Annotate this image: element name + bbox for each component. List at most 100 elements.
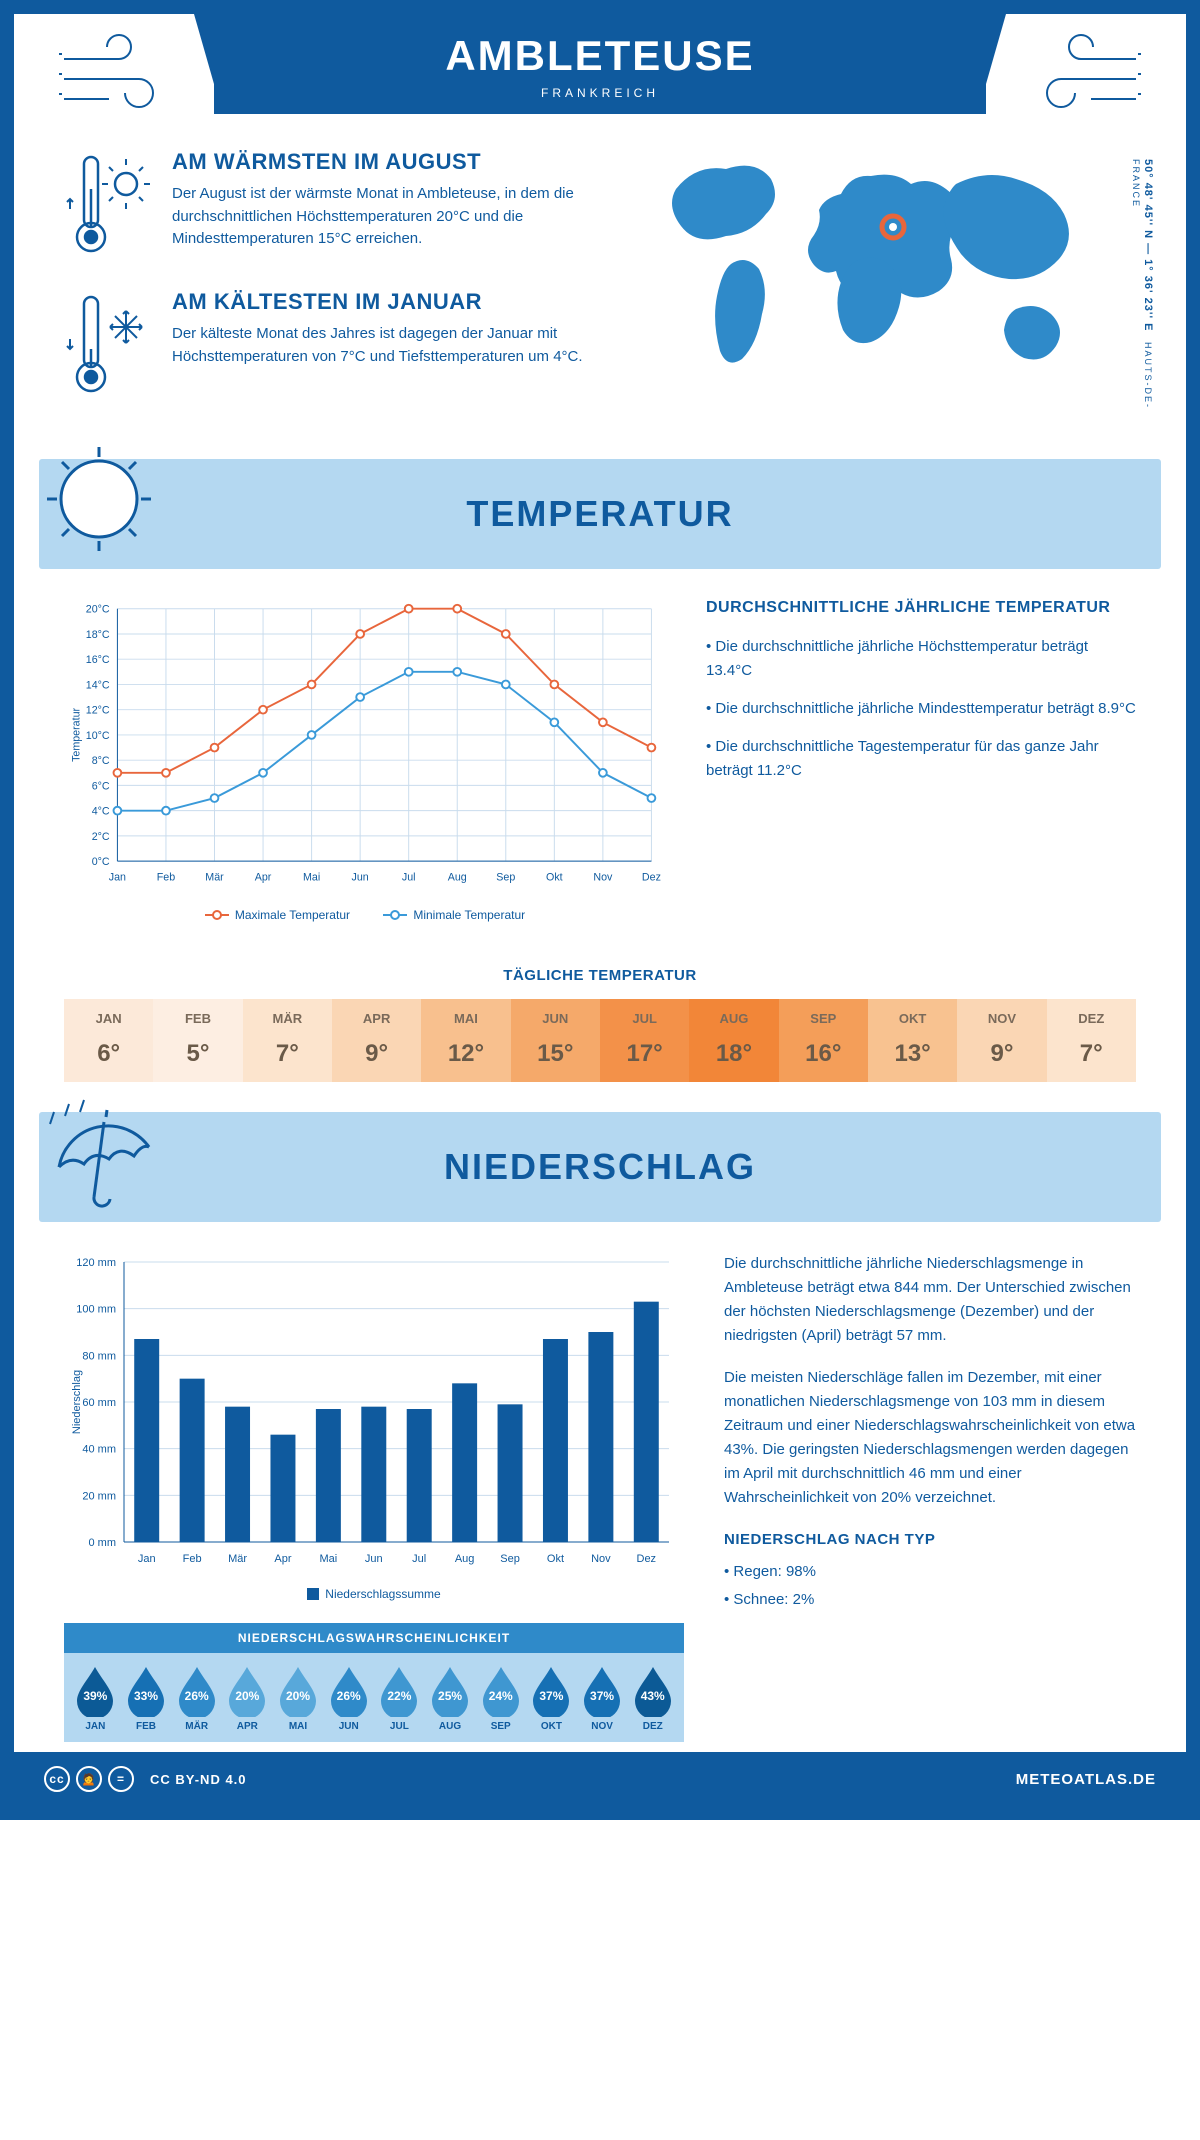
- temperature-line-chart: 0°C2°C4°C6°C8°C10°C12°C14°C16°C18°C20°CJ…: [64, 599, 666, 922]
- svg-text:0 mm: 0 mm: [89, 1537, 117, 1549]
- daily-temp-heading: TÄGLICHE TEMPERATUR: [14, 967, 1186, 984]
- svg-text:40 mm: 40 mm: [82, 1444, 116, 1456]
- fact-warm-text: Der August ist der wärmste Monat in Ambl…: [172, 183, 606, 251]
- page-title: AMBLETEUSE: [234, 32, 966, 80]
- probability-cell: 20% APR: [222, 1665, 273, 1732]
- probability-cell: 26% JUN: [323, 1665, 374, 1732]
- raindrop-icon: 39%: [73, 1665, 117, 1717]
- precip-para: Die meisten Niederschläge fallen im Deze…: [724, 1366, 1136, 1510]
- svg-text:Jun: Jun: [352, 872, 369, 884]
- footer: cc 🙍 = CC BY-ND 4.0 METEOATLAS.DE: [14, 1752, 1186, 1806]
- fact-cold-title: AM KÄLTESTEN IM JANUAR: [172, 289, 606, 315]
- daily-temp-cell: SEP16°: [779, 999, 868, 1082]
- svg-text:2°C: 2°C: [92, 831, 110, 843]
- raindrop-icon: 24%: [479, 1665, 523, 1717]
- daily-temp-cell: APR9°: [332, 999, 421, 1082]
- sun-icon: [34, 439, 164, 569]
- svg-text:Mai: Mai: [320, 1553, 338, 1565]
- section-title-temperature: TEMPERATUR: [169, 493, 1031, 535]
- svg-text:Mär: Mär: [205, 872, 224, 884]
- daily-temp-cell: JUN15°: [511, 999, 600, 1082]
- section-banner-precip: NIEDERSCHLAG: [39, 1112, 1161, 1222]
- svg-text:10°C: 10°C: [86, 730, 110, 742]
- fact-warm-title: AM WÄRMSTEN IM AUGUST: [172, 149, 606, 175]
- svg-text:Aug: Aug: [448, 872, 467, 884]
- probability-cell: 22% JUL: [374, 1665, 425, 1732]
- daily-temp-cell: OKT13°: [868, 999, 957, 1082]
- world-map: 50° 48' 45'' N — 1° 36' 23'' E HAUTS-DE-…: [636, 149, 1136, 429]
- cc-icon: cc: [44, 1766, 70, 1792]
- svg-text:18°C: 18°C: [86, 629, 110, 641]
- raindrop-icon: 20%: [225, 1665, 269, 1717]
- page-frame: AMBLETEUSE FRANKREICH AM WÄRMS: [0, 0, 1200, 1820]
- svg-text:Jan: Jan: [138, 1553, 156, 1565]
- by-icon: 🙍: [76, 1766, 102, 1792]
- precip-para: Die durchschnittliche jährliche Niedersc…: [724, 1252, 1136, 1348]
- world-map-svg: [636, 149, 1096, 379]
- svg-text:80 mm: 80 mm: [82, 1351, 116, 1363]
- annual-temp-bullet: • Die durchschnittliche Tagestemperatur …: [706, 735, 1136, 783]
- svg-text:120 mm: 120 mm: [76, 1257, 116, 1269]
- daily-temp-cell: NOV9°: [957, 999, 1046, 1082]
- daily-temp-cell: MÄR7°: [243, 999, 332, 1082]
- probability-cell: 37% NOV: [577, 1665, 628, 1732]
- svg-text:Mär: Mär: [228, 1553, 247, 1565]
- svg-text:20 mm: 20 mm: [82, 1491, 116, 1503]
- svg-text:Temperatur: Temperatur: [71, 708, 83, 762]
- svg-text:8°C: 8°C: [92, 755, 110, 767]
- coords-text: 50° 48' 45'' N — 1° 36' 23'' E: [1142, 159, 1154, 332]
- probability-cell: 26% MÄR: [171, 1665, 222, 1732]
- raindrop-icon: 20%: [276, 1665, 320, 1717]
- svg-text:Apr: Apr: [274, 1553, 291, 1565]
- intro-row: AM WÄRMSTEN IM AUGUST Der August ist der…: [14, 119, 1186, 449]
- probability-cell: 20% MAI: [273, 1665, 324, 1732]
- svg-text:Apr: Apr: [255, 872, 272, 884]
- daily-temp-cell: DEZ7°: [1047, 999, 1136, 1082]
- thermometer-sun-icon: [64, 149, 154, 264]
- svg-text:Jan: Jan: [109, 872, 126, 884]
- svg-text:Niederschlag: Niederschlag: [71, 1370, 83, 1434]
- page-subtitle: FRANKREICH: [234, 86, 966, 100]
- raindrop-icon: 22%: [377, 1665, 421, 1717]
- svg-text:Dez: Dez: [642, 872, 661, 884]
- fact-warmest: AM WÄRMSTEN IM AUGUST Der August ist der…: [64, 149, 606, 264]
- section-title-precip: NIEDERSCHLAG: [169, 1146, 1031, 1188]
- svg-text:Jul: Jul: [402, 872, 416, 884]
- svg-text:Feb: Feb: [157, 872, 175, 884]
- svg-text:14°C: 14°C: [86, 679, 110, 691]
- probability-cell: 37% OKT: [526, 1665, 577, 1732]
- svg-text:Feb: Feb: [183, 1553, 202, 1565]
- svg-text:Sep: Sep: [496, 872, 515, 884]
- probability-cell: 24% SEP: [475, 1665, 526, 1732]
- raindrop-icon: 37%: [529, 1665, 573, 1717]
- fact-coldest: AM KÄLTESTEN IM JANUAR Der kälteste Mona…: [64, 289, 606, 404]
- svg-text:0°C: 0°C: [92, 856, 110, 868]
- probability-cell: 25% AUG: [425, 1665, 476, 1732]
- header: AMBLETEUSE FRANKREICH: [14, 14, 1186, 119]
- svg-text:Jun: Jun: [365, 1553, 383, 1565]
- precip-type-line: • Regen: 98%: [724, 1560, 1136, 1584]
- license-text: CC BY-ND 4.0: [150, 1772, 247, 1787]
- raindrop-icon: 26%: [175, 1665, 219, 1717]
- svg-text:12°C: 12°C: [86, 705, 110, 717]
- title-banner: AMBLETEUSE FRANKREICH: [184, 29, 1016, 114]
- precip-type-heading: NIEDERSCHLAG NACH TYP: [724, 1528, 1136, 1552]
- precip-bar-chart: 0 mm20 mm40 mm60 mm80 mm100 mm120 mmJanF…: [64, 1252, 684, 1742]
- legend-max: Maximale Temperatur: [235, 908, 350, 922]
- svg-text:Mai: Mai: [303, 872, 320, 884]
- svg-text:Jul: Jul: [412, 1553, 426, 1565]
- license-icons: cc 🙍 = CC BY-ND 4.0: [44, 1766, 247, 1792]
- section-banner-temperature: TEMPERATUR: [39, 459, 1161, 569]
- probability-cell: 33% FEB: [121, 1665, 172, 1732]
- svg-text:6°C: 6°C: [92, 780, 110, 792]
- site-name: METEOATLAS.DE: [1016, 1771, 1156, 1788]
- raindrop-icon: 37%: [580, 1665, 624, 1717]
- daily-temp-cell: AUG18°: [689, 999, 778, 1082]
- probability-cell: 39% JAN: [70, 1665, 121, 1732]
- probability-strip: 39% JAN 33% FEB 26% MÄR 20% APR 20% MAI …: [64, 1653, 684, 1742]
- svg-text:Sep: Sep: [500, 1553, 520, 1565]
- daily-temp-cell: JUL17°: [600, 999, 689, 1082]
- umbrella-icon: [34, 1092, 164, 1222]
- svg-text:20°C: 20°C: [86, 604, 110, 616]
- probability-cell: 43% DEZ: [627, 1665, 678, 1732]
